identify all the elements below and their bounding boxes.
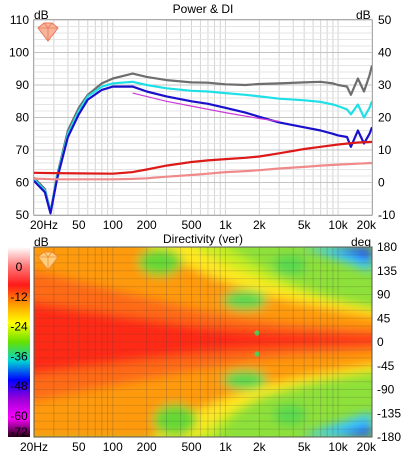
y-tick-label-right: -10: [378, 208, 396, 222]
angle-tick-label: 0: [377, 335, 384, 349]
right-axis-unit: dB: [356, 8, 371, 22]
y-tick-label-right: 10: [378, 143, 392, 157]
series-line-0: [34, 65, 372, 213]
heatmap-grid: [34, 247, 372, 437]
y-tick-label: 90: [16, 78, 30, 92]
x-tick-label: 5k: [298, 218, 312, 232]
x-tick-label: 2k: [253, 440, 267, 454]
logo-icon: [37, 22, 59, 42]
chart-title: Directivity (ver): [163, 232, 243, 246]
series-line-3: [132, 92, 280, 122]
colorbar-tick-label: -24: [10, 320, 28, 334]
x-tick-label: 500: [181, 440, 201, 454]
x-tick-label: 5k: [298, 440, 312, 454]
plot-grid: [34, 20, 372, 215]
angle-axis-unit: deg: [351, 235, 371, 249]
colorbar-tick-label: -12: [10, 290, 28, 304]
x-tick-label: 1k: [219, 440, 233, 454]
angle-tick-label: 180: [377, 240, 397, 254]
y-tick-label-right: 20: [378, 111, 392, 125]
y-tick-label-right: 40: [378, 46, 392, 60]
y-tick-label-right: 50: [378, 13, 392, 27]
colorbar-tick-label: -60: [10, 409, 28, 423]
angle-tick-label: 90: [377, 288, 391, 302]
series-line-1: [34, 80, 372, 213]
y-tick-label: 60: [16, 176, 30, 190]
series-line-4: [34, 140, 372, 175]
y-tick-label: 50: [16, 208, 30, 222]
y-tick-label: 80: [16, 111, 30, 125]
series-line-5: [34, 161, 372, 181]
angle-tick-label: 45: [377, 311, 391, 325]
directivity-chart: Directivity (ver) dB deg 0 -12 -24 -36 -48 -6…: [8, 232, 401, 454]
angle-ticks: 180 135 90 45 0 -45 -90 -135 -180: [377, 240, 401, 444]
x-tick-label: 100: [103, 218, 123, 232]
y-tick-label: 70: [16, 143, 30, 157]
heatmap-area: [34, 247, 372, 437]
colorbar-tick-label: 0: [16, 260, 23, 274]
colorbar-unit: dB: [34, 235, 49, 249]
x-tick-label: 20Hz: [20, 440, 48, 454]
left-axis-unit: dB: [34, 8, 49, 22]
x-tick-label: 200: [137, 218, 157, 232]
x-tick-label: 100: [103, 440, 123, 454]
angle-tick-label: -45: [377, 359, 395, 373]
left-y-ticks: 110 100 90 80 70 60 50: [9, 13, 29, 222]
x-tick-label: 500: [181, 218, 201, 232]
x-tick-label: 20Hz: [30, 218, 58, 232]
colorbar: [8, 247, 30, 437]
y-tick-label-right: 30: [378, 78, 392, 92]
colorbar-tick-label: -36: [10, 349, 28, 363]
logo-icon: [37, 251, 59, 271]
x-tick-label: 200: [137, 440, 157, 454]
y-tick-label: 100: [9, 46, 29, 60]
heatmap-frame: [33, 246, 373, 438]
y-tick-label-right: 0: [378, 176, 385, 190]
chart-title: Power & DI: [173, 2, 234, 16]
x-tick-label: 50: [72, 218, 86, 232]
series-group: [34, 65, 372, 215]
x-tick-label: 20k: [357, 440, 377, 454]
right-y-ticks: 50 40 30 20 10 0 -10: [378, 13, 396, 222]
x-ticks: 20Hz 50 100 200 500 1k 2k 5k 10k 20k: [30, 218, 377, 232]
colorbar-ticks: 0 -12 -24 -36 -48 -60 -72: [10, 260, 28, 439]
x-tick-label: 50: [72, 440, 86, 454]
x-tick-label: 10k: [328, 440, 348, 454]
angle-tick-label: -135: [377, 406, 401, 420]
angle-tick-label: -90: [377, 383, 395, 397]
x-tick-label: 10k: [328, 218, 348, 232]
x-tick-label: 1k: [219, 218, 233, 232]
x-tick-label: 20k: [357, 218, 377, 232]
angle-tick-label: -180: [377, 430, 401, 444]
colorbar-tick-label: -48: [10, 379, 28, 393]
colorbar-tick-label: -72: [10, 425, 28, 439]
x-tick-label: 2k: [253, 218, 267, 232]
angle-tick-label: 135: [377, 264, 397, 278]
x-ticks: 20Hz 50 100 200 500 1k 2k 5k 10k 20k: [20, 440, 377, 454]
y-tick-label: 110: [10, 13, 29, 27]
series-line-2: [34, 85, 372, 215]
